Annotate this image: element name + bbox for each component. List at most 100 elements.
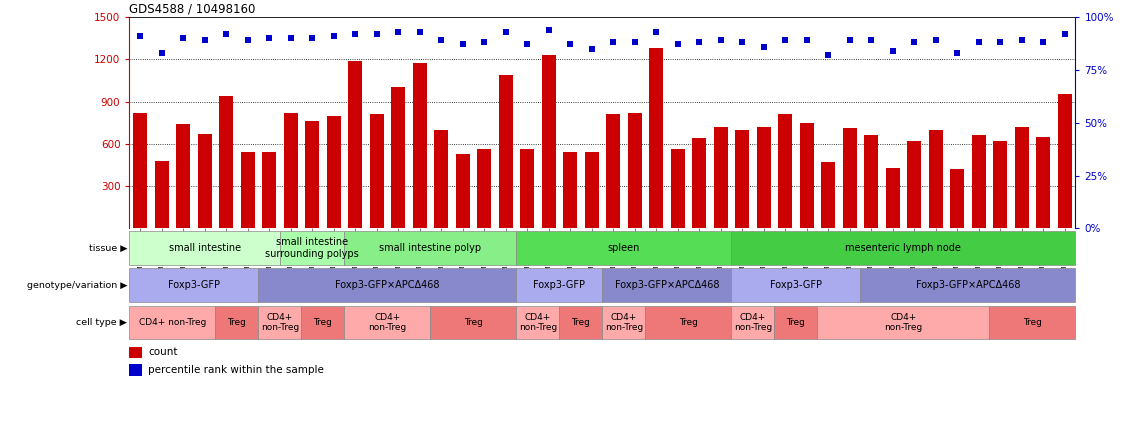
Bar [1057,94,1072,228]
Point [324,33,342,39]
Bar [1036,137,1051,228]
Point [539,26,557,33]
Bar [563,152,578,228]
Text: Treg: Treg [679,318,698,327]
Bar [775,306,817,339]
Point [819,52,837,58]
Text: GDS4588 / 10498160: GDS4588 / 10498160 [129,3,256,16]
Bar [499,75,512,228]
Point [390,28,408,35]
Point [884,47,902,54]
Text: Foxp3-GFP×APCΔ468: Foxp3-GFP×APCΔ468 [615,280,720,290]
Text: CD4+
non-Treg: CD4+ non-Treg [519,313,557,332]
Bar [732,231,1075,265]
Bar [1015,127,1028,228]
Bar [241,152,254,228]
Bar [177,124,190,228]
Bar [842,128,857,228]
Bar [799,123,814,228]
Bar [645,306,732,339]
Bar [133,113,148,228]
Point [153,49,171,56]
Bar [860,269,1075,302]
Bar [778,114,792,228]
Bar [413,63,427,228]
Point [1034,39,1052,46]
Point [475,39,493,46]
Point [497,28,515,35]
Bar [259,306,302,339]
Point [712,37,730,44]
Bar [714,127,727,228]
Text: Treg: Treg [313,318,332,327]
Point [454,41,472,48]
Bar [327,115,341,228]
Text: small intestine: small intestine [169,243,241,253]
Point [582,45,600,52]
Bar [129,269,259,302]
Point [991,39,1009,46]
Bar [430,306,517,339]
Bar [215,306,259,339]
Point [239,37,257,44]
Bar [305,121,319,228]
Text: percentile rank within the sample: percentile rank within the sample [148,365,324,375]
Point [605,39,623,46]
Text: CD4+
non-Treg: CD4+ non-Treg [368,313,406,332]
Bar [627,113,642,228]
Point [411,28,429,35]
Bar [129,231,280,265]
Bar [821,162,835,228]
Text: small intestine
surrounding polyps: small intestine surrounding polyps [266,237,359,259]
Bar [671,149,685,228]
Bar [435,130,448,228]
Point [776,37,794,44]
Bar [735,130,749,228]
Point [927,37,945,44]
Point [969,39,988,46]
Text: Treg: Treg [227,318,247,327]
Point [626,39,644,46]
Bar [391,88,405,228]
Text: Foxp3-GFP: Foxp3-GFP [770,280,822,290]
Bar [990,306,1075,339]
Bar [732,306,775,339]
Text: Treg: Treg [1022,318,1042,327]
Bar [517,306,560,339]
Bar [560,306,602,339]
Point [132,33,150,39]
Bar [369,114,384,228]
Bar [456,154,470,228]
Bar [129,364,142,376]
Text: Treg: Treg [464,318,483,327]
Bar [345,306,430,339]
Bar [477,149,491,228]
Bar [517,231,732,265]
Bar [517,269,602,302]
Text: Foxp3-GFP: Foxp3-GFP [534,280,586,290]
Point [733,39,751,46]
Point [841,37,859,44]
Text: mesenteric lymph node: mesenteric lymph node [846,243,962,253]
Text: Foxp3-GFP×APCΔ468: Foxp3-GFP×APCΔ468 [336,280,439,290]
Bar [520,149,534,228]
Bar [817,306,990,339]
Text: small intestine polyp: small intestine polyp [379,243,482,253]
Text: cell type ▶: cell type ▶ [77,318,127,327]
Bar [584,152,599,228]
Bar [220,96,233,228]
Point [948,49,966,56]
Point [303,35,321,41]
Bar [606,114,620,228]
Text: Foxp3-GFP×APCΔ468: Foxp3-GFP×APCΔ468 [915,280,1020,290]
Point [217,30,235,37]
Point [196,37,214,44]
Bar [129,347,142,358]
Point [863,37,881,44]
Point [905,39,923,46]
Point [368,30,386,37]
Bar [542,55,555,228]
Bar [602,269,732,302]
Bar [154,161,169,228]
Bar [345,231,517,265]
